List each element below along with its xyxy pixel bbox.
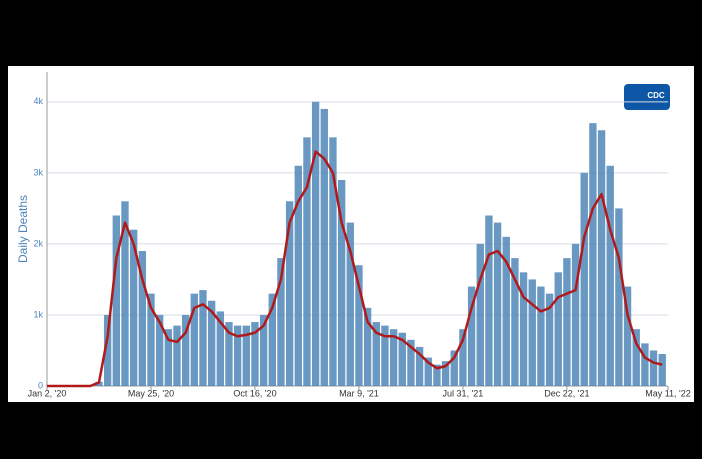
x-tick-label: Mar 9, '21 <box>339 388 379 398</box>
bar <box>372 322 380 386</box>
bar <box>407 339 415 386</box>
x-tick-label: Jul 31, '21 <box>443 388 484 398</box>
x-tick-label: May 11, '22 <box>645 388 691 398</box>
bar <box>199 290 207 386</box>
bar <box>459 329 467 386</box>
bar <box>207 300 216 386</box>
bar <box>337 179 346 386</box>
bar <box>268 293 276 386</box>
bar <box>285 201 294 386</box>
bar <box>658 354 666 386</box>
bar <box>545 293 554 386</box>
bar <box>441 361 450 386</box>
bar <box>129 229 138 386</box>
bar <box>433 364 441 386</box>
bar <box>398 332 406 386</box>
bar <box>571 243 580 386</box>
y-axis-label: Daily Deaths <box>16 195 30 263</box>
bar <box>164 329 172 386</box>
bar <box>528 279 536 386</box>
bar <box>424 357 432 386</box>
bar <box>623 286 632 386</box>
logo: CDC <box>647 91 665 100</box>
bar <box>103 314 112 386</box>
bar <box>147 293 155 386</box>
bar <box>346 222 354 386</box>
bar <box>138 251 146 386</box>
y-tick-label: 4k <box>33 96 43 106</box>
bar <box>493 222 502 386</box>
x-tick-label: Oct 16, '20 <box>233 388 276 398</box>
logo-box <box>624 84 670 110</box>
bar <box>615 208 623 386</box>
bar <box>155 314 164 386</box>
bar <box>450 350 458 386</box>
bar <box>606 165 614 386</box>
bar <box>181 314 190 386</box>
y-tick-label: 0 <box>38 380 43 390</box>
bar <box>580 172 588 386</box>
y-tick-label: 2k <box>33 238 43 248</box>
bar <box>641 343 649 386</box>
bar <box>589 123 597 386</box>
bar <box>554 272 562 386</box>
x-tick-label: Jan 2, '20 <box>28 388 67 398</box>
bar <box>649 350 658 386</box>
bar <box>467 286 476 386</box>
bar <box>233 325 242 386</box>
bar <box>294 165 302 386</box>
y-tick-label: 3k <box>33 167 43 177</box>
bar <box>415 346 424 386</box>
bar <box>190 293 198 386</box>
bar <box>563 258 571 386</box>
bar <box>95 381 103 386</box>
bar <box>303 137 311 386</box>
bar <box>320 108 328 387</box>
bar <box>121 201 129 386</box>
bar <box>277 258 285 386</box>
bar <box>476 243 484 386</box>
average-line <box>47 150 663 388</box>
bar <box>242 325 250 386</box>
bar <box>259 314 268 386</box>
bar <box>363 307 372 386</box>
bar <box>225 322 233 386</box>
x-tick-label: Dec 22, '21 <box>544 388 589 398</box>
bar <box>173 325 181 386</box>
bar <box>485 215 493 386</box>
bar <box>502 236 510 386</box>
bar <box>311 101 320 387</box>
bar <box>112 215 121 386</box>
bar <box>251 322 259 386</box>
bar <box>597 130 606 386</box>
bar <box>632 329 640 386</box>
bar <box>329 137 337 386</box>
bar <box>537 286 545 386</box>
bar <box>216 311 224 386</box>
bar <box>519 272 528 386</box>
bar <box>381 325 389 386</box>
bar <box>511 258 519 386</box>
y-tick-label: 1k <box>33 309 43 319</box>
x-tick-label: May 25, '20 <box>128 388 174 398</box>
bar <box>355 265 363 386</box>
bar <box>389 329 398 386</box>
